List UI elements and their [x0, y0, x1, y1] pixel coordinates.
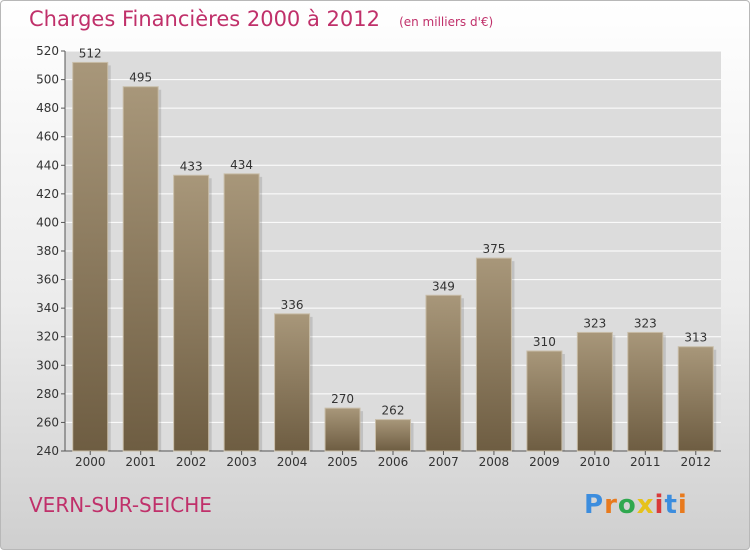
bar: [526, 350, 563, 452]
data-label: 310: [533, 335, 556, 349]
bar: [475, 257, 512, 452]
data-label: 434: [230, 158, 253, 172]
x-tick-label: 2008: [479, 455, 510, 469]
y-tick-label: 500: [36, 73, 59, 87]
x-tick-label: 2007: [428, 455, 459, 469]
y-tick-label: 260: [36, 415, 59, 429]
y-tick-label: 320: [36, 330, 59, 344]
x-tick-label: 2002: [176, 455, 207, 469]
bar: [677, 346, 714, 452]
x-tick-label: 2010: [580, 455, 611, 469]
logo-letter: i: [677, 490, 688, 520]
y-tick-label: 480: [36, 101, 59, 115]
logo-letter: o: [617, 490, 637, 520]
bar: [122, 86, 159, 452]
proxiti-logo[interactable]: Proxiti: [584, 490, 688, 520]
title-block: Charges Financières 2000 à 2012 (en mill…: [29, 7, 493, 31]
x-tick-label: 2001: [125, 455, 156, 469]
y-tick-label: 420: [36, 187, 59, 201]
logo-letter: i: [654, 490, 665, 520]
x-tick-label: 2006: [378, 455, 409, 469]
data-label: 323: [634, 316, 657, 330]
data-label: 433: [180, 159, 203, 173]
y-tick-label: 380: [36, 244, 59, 258]
y-tick-label: 300: [36, 358, 59, 372]
data-label: 336: [281, 298, 304, 312]
y-tick-label: 400: [36, 215, 59, 229]
logo-letter: r: [604, 490, 618, 520]
place-name: VERN-SUR-SEICHE: [29, 493, 212, 517]
data-label: 270: [331, 392, 354, 406]
chart-title: Charges Financières 2000 à 2012: [29, 7, 380, 31]
data-label: 349: [432, 279, 455, 293]
data-label: 375: [482, 242, 505, 256]
data-label: 262: [382, 404, 405, 418]
bar: [425, 294, 462, 452]
bar: [72, 61, 109, 452]
logo-letter: x: [636, 490, 655, 520]
y-tick-label: 440: [36, 158, 59, 172]
x-tick-label: 2009: [529, 455, 560, 469]
y-tick-label: 240: [36, 444, 59, 458]
x-tick-label: 2011: [630, 455, 661, 469]
chart-subtitle: (en milliers d'€): [399, 15, 494, 29]
x-tick-label: 2004: [277, 455, 308, 469]
y-tick-label: 460: [36, 130, 59, 144]
bar: [324, 407, 361, 452]
data-label: 323: [583, 316, 606, 330]
bar: [576, 331, 613, 452]
x-tick-label: 2012: [680, 455, 711, 469]
logo-letter: t: [664, 490, 678, 520]
bar: [173, 174, 210, 452]
y-tick-label: 520: [36, 44, 59, 58]
logo-letter: P: [584, 490, 605, 520]
x-tick-label: 2005: [327, 455, 358, 469]
y-tick-label: 360: [36, 273, 59, 287]
data-label: 313: [684, 331, 707, 345]
y-tick-label: 280: [36, 387, 59, 401]
bar: [627, 331, 664, 452]
bar: [274, 313, 311, 452]
y-tick-label: 340: [36, 301, 59, 315]
x-tick-label: 2003: [226, 455, 257, 469]
bar: [375, 419, 411, 452]
bar: [223, 173, 260, 452]
x-tick-label: 2000: [75, 455, 106, 469]
data-label: 495: [129, 71, 152, 85]
data-label: 512: [79, 46, 102, 60]
